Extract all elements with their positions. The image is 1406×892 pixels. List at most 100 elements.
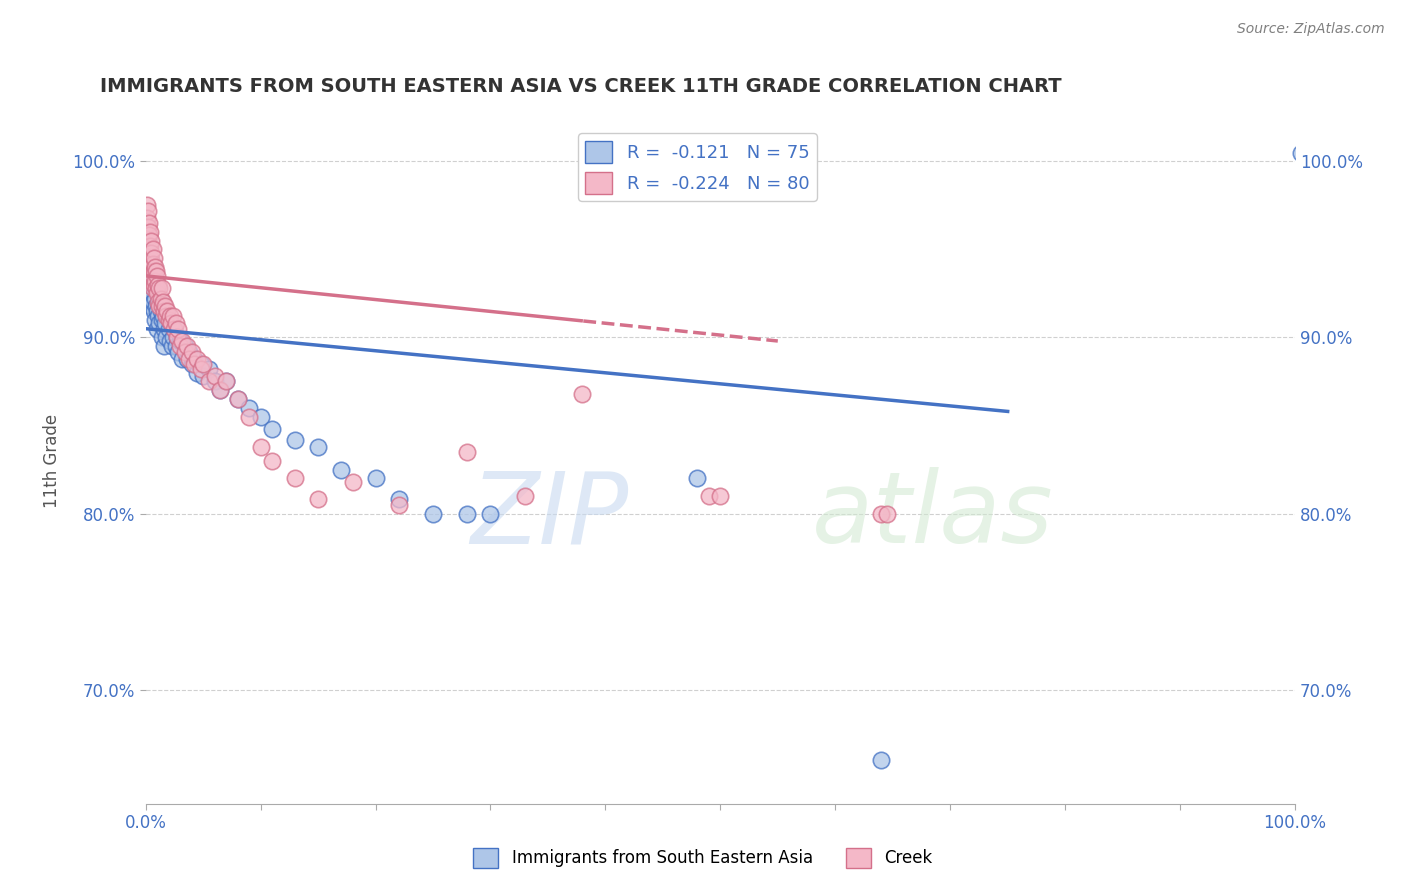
Point <box>148 277 170 292</box>
Point <box>141 260 163 274</box>
Y-axis label: 11th Grade: 11th Grade <box>44 414 60 508</box>
Point <box>149 304 172 318</box>
Point <box>166 321 188 335</box>
Point <box>139 277 162 292</box>
Point <box>163 321 186 335</box>
Point <box>215 375 238 389</box>
Point <box>166 330 188 344</box>
Point <box>870 753 893 767</box>
Point <box>145 277 167 292</box>
Point <box>138 281 160 295</box>
Point <box>191 369 214 384</box>
Point <box>145 299 167 313</box>
Text: Source: ZipAtlas.com: Source: ZipAtlas.com <box>1237 22 1385 37</box>
Point <box>422 507 444 521</box>
Point <box>150 281 173 295</box>
Point <box>571 386 593 401</box>
Text: IMMIGRANTS FROM SOUTH EASTERN ASIA VS CREEK 11TH GRADE CORRELATION CHART: IMMIGRANTS FROM SOUTH EASTERN ASIA VS CR… <box>100 78 1062 96</box>
Point <box>479 507 502 521</box>
Point <box>165 317 187 331</box>
Point <box>138 254 160 268</box>
Point <box>153 321 176 335</box>
Point <box>157 313 180 327</box>
Point <box>307 440 329 454</box>
Point <box>159 334 181 348</box>
Point <box>284 471 307 485</box>
Point <box>166 330 188 344</box>
Point <box>156 304 179 318</box>
Point <box>141 281 163 295</box>
Point <box>138 256 160 270</box>
Point <box>141 243 163 257</box>
Point <box>209 384 232 398</box>
Point <box>342 475 364 489</box>
Point <box>173 344 195 359</box>
Point <box>141 274 163 288</box>
Point <box>153 339 176 353</box>
Point <box>152 295 174 310</box>
Point <box>155 330 177 344</box>
Point <box>162 330 184 344</box>
Point <box>165 339 187 353</box>
Point <box>215 375 238 389</box>
Point <box>135 225 157 239</box>
Point <box>148 281 170 295</box>
Point <box>141 286 163 301</box>
Point <box>262 422 284 436</box>
Point <box>160 317 183 331</box>
Point <box>152 310 174 324</box>
Point <box>160 339 183 353</box>
Point <box>143 292 166 306</box>
Point <box>709 489 731 503</box>
Point <box>180 357 202 371</box>
Text: atlas: atlas <box>813 467 1054 564</box>
Point <box>150 313 173 327</box>
Point <box>249 409 271 424</box>
Point <box>176 351 198 366</box>
Point <box>183 351 205 366</box>
Point <box>249 440 271 454</box>
Point <box>141 260 163 274</box>
Point <box>139 225 162 239</box>
Point <box>141 246 163 260</box>
Point <box>141 295 163 310</box>
Point <box>138 243 160 257</box>
Point <box>330 462 353 476</box>
Point <box>226 392 249 406</box>
Point <box>138 216 160 230</box>
Point <box>142 268 165 283</box>
Point <box>198 362 221 376</box>
Point <box>136 260 159 274</box>
Point <box>146 268 169 283</box>
Point <box>513 489 536 503</box>
Point <box>160 317 183 331</box>
Point <box>135 246 157 260</box>
Point <box>139 263 162 277</box>
Point <box>204 375 226 389</box>
Point <box>139 252 162 266</box>
Point <box>209 384 232 398</box>
Point <box>364 471 387 485</box>
Point <box>148 295 170 310</box>
Point <box>456 445 478 459</box>
Point <box>148 299 170 313</box>
Point <box>141 299 163 313</box>
Point <box>166 344 188 359</box>
Point <box>149 292 172 306</box>
Point <box>284 433 307 447</box>
Point <box>139 252 162 266</box>
Point <box>156 310 179 324</box>
Point <box>387 492 409 507</box>
Point <box>180 344 202 359</box>
Point <box>142 277 165 292</box>
Point <box>138 228 160 243</box>
Point <box>163 321 186 335</box>
Point <box>135 198 157 212</box>
Point <box>148 295 170 310</box>
Point <box>870 507 893 521</box>
Point <box>686 471 709 485</box>
Point <box>198 375 221 389</box>
Point <box>136 203 159 218</box>
Point <box>162 310 184 324</box>
Point <box>157 321 180 335</box>
